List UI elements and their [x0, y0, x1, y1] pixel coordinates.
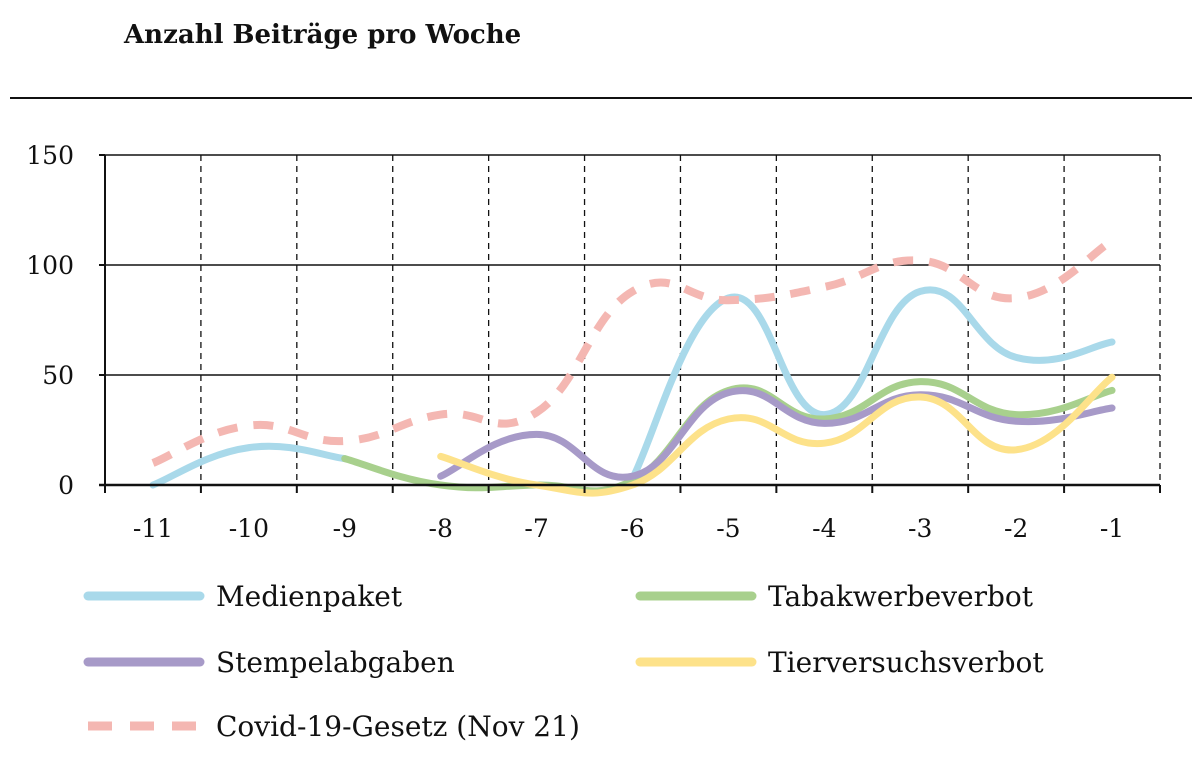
grid [105, 154, 1161, 485]
legend-label: Medienpaket [216, 580, 403, 613]
x-tick-label: -7 [524, 514, 548, 543]
y-tick-label: 100 [26, 251, 74, 280]
x-tick-label: -3 [908, 514, 932, 543]
x-tick-label: -1 [1100, 514, 1124, 543]
chart-title: Anzahl Beiträge pro Woche [124, 20, 522, 50]
series-line-covid-19-gesetz-nov-21 [151, 237, 1115, 467]
y-tick-label: 50 [42, 361, 74, 390]
axes: 0 50 100 150 -11 -10 -9 -8 -7 -6 -5 -4 -3 -2 -1 [26, 141, 1161, 543]
legend: Medienpaket Tabakwerbeverbot Stempelabgabe… [83, 580, 1044, 743]
x-tick-label: -9 [333, 514, 357, 543]
x-tick-label: -2 [1004, 514, 1028, 543]
series-lines [149, 237, 1116, 497]
x-tick-label: -10 [229, 514, 269, 543]
series-line-stempelabgaben [437, 387, 1116, 481]
x-tick-label: -4 [812, 514, 836, 543]
series-line-medienpaket [149, 442, 349, 489]
x-tick-label: -11 [133, 514, 173, 543]
series-line-tabakwerbeverbot [341, 378, 1116, 495]
y-tick-label: 150 [26, 141, 74, 170]
legend-label: Tabakwerbeverbot [768, 580, 1034, 613]
legend-label: Covid-19-Gesetz (Nov 21) [216, 710, 580, 743]
x-tick-label: -5 [716, 514, 740, 543]
series-line-medienpaket [629, 286, 1116, 482]
title-divider [10, 97, 1192, 99]
x-tick-label: -6 [620, 514, 644, 543]
legend-label: Stempelabgaben [216, 646, 455, 679]
x-tick-label: -8 [429, 514, 453, 543]
y-tick-label: 0 [58, 471, 74, 500]
series-line-tierversuchsverbot [437, 373, 1116, 497]
legend-label: Tierversuchsverbot [768, 646, 1044, 679]
